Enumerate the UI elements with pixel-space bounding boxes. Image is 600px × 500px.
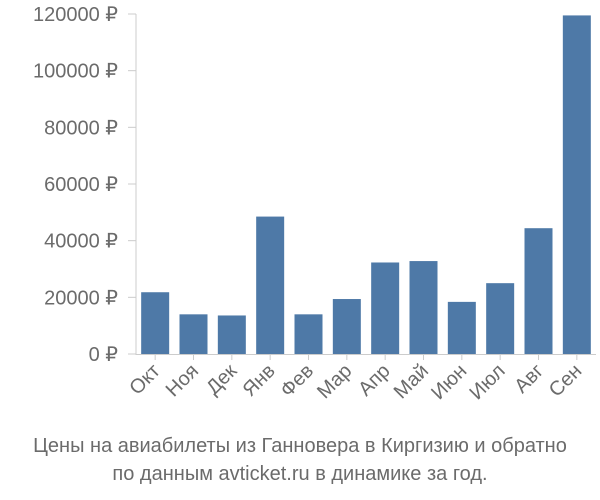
bar-2 <box>179 314 208 354</box>
chart-caption-line-1: Цены на авиабилеты из Ганновера в Киргиз… <box>33 435 567 457</box>
bar-12 <box>562 15 591 354</box>
x-tick-label: Май <box>390 360 433 403</box>
x-tick-label: Авг <box>510 360 548 398</box>
x-tick-label: Фев <box>276 360 318 402</box>
bar-3 <box>217 315 246 354</box>
x-tick-label: Июн <box>427 360 471 404</box>
y-tick-label: 100000 ₽ <box>33 61 118 83</box>
x-tick-label: Июл <box>465 360 509 404</box>
x-tick-label: Апр <box>354 360 395 401</box>
bar-1 <box>141 292 170 354</box>
bar-11 <box>524 228 553 354</box>
x-tick-label: Сен <box>545 360 586 401</box>
x-tick-label: Мар <box>313 360 356 403</box>
y-tick-label: 60000 ₽ <box>44 174 118 196</box>
bar-6 <box>332 299 361 354</box>
x-tick-label: Янв <box>239 360 280 401</box>
y-tick-label: 120000 ₽ <box>33 4 118 26</box>
x-tick-label: Ноя <box>162 360 203 401</box>
bar-9 <box>447 301 476 354</box>
chart-axes <box>128 13 596 360</box>
y-tick-label: 0 ₽ <box>89 344 119 366</box>
chart-bars <box>141 15 591 354</box>
bar-4 <box>256 216 285 354</box>
x-tick-label: Окт <box>125 360 164 399</box>
y-tick-label: 40000 ₽ <box>44 231 118 253</box>
bar-chart: 0 ₽ 20000 ₽ 40000 ₽ 60000 ₽ 80000 ₽ 100000 ₽ 1… <box>33 4 596 404</box>
y-tick-label: 20000 ₽ <box>44 287 118 309</box>
bar-7 <box>371 262 400 354</box>
bar-10 <box>486 283 515 354</box>
x-tick-label: Дек <box>202 360 241 399</box>
bar-8 <box>409 261 438 354</box>
y-tick-labels: 0 ₽ 20000 ₽ 40000 ₽ 60000 ₽ 80000 ₽ 100000 ₽ 1… <box>33 4 118 366</box>
bar-5 <box>294 314 323 354</box>
y-tick-label: 80000 ₽ <box>44 117 118 139</box>
chart-caption-line-2: по данным avticket.ru в динамике за год. <box>112 463 488 485</box>
